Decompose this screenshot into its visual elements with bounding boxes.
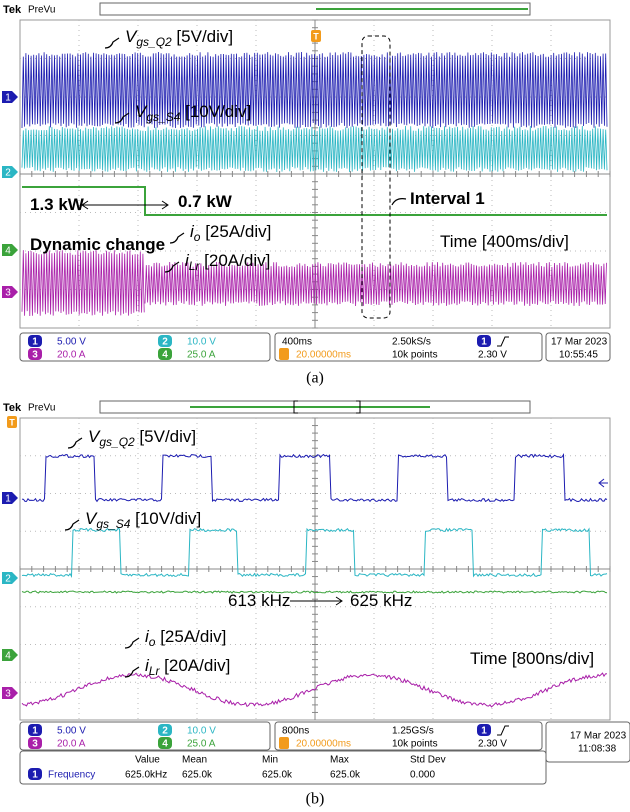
channel-marker-label: 2: [5, 574, 11, 585]
channel-scale: 10.0 V: [187, 726, 216, 737]
annotation-symbol: Dynamic change: [30, 235, 165, 254]
channel-number: 4: [162, 739, 168, 750]
annotation-suffix: [20A/div]: [199, 251, 270, 270]
annotation-suffix: [10V/div]: [180, 102, 251, 121]
caption: (b): [306, 791, 325, 808]
annotation-symbol: 625 kHz: [350, 591, 412, 610]
channel-number: 1: [481, 726, 487, 737]
annotation-symbol: 1.3 kW: [30, 195, 85, 214]
channel-scale: 25.0 A: [187, 350, 216, 361]
annotation-symbol: Time [400ms/div]: [440, 232, 569, 251]
measurement-header: Max: [330, 755, 349, 766]
channel-number: 1: [481, 337, 487, 348]
trigger-level: 2.30 V: [478, 739, 507, 750]
annotation: 625 kHz: [350, 591, 412, 610]
channel-scale: 5.00 V: [57, 726, 86, 737]
mode: PreVu: [28, 5, 55, 16]
annotation-symbol: 613 kHz: [228, 591, 290, 610]
time: 10:55:45: [559, 350, 598, 361]
record-length: 10k points: [392, 350, 438, 361]
brand: Tek: [3, 4, 22, 16]
status-box: [546, 722, 630, 762]
annotation: 613 kHz: [228, 591, 290, 610]
measurement-value: 0.000: [410, 770, 435, 781]
measurement-header: Min: [262, 755, 278, 766]
page: { "panel_a": { "header": {"brand": "Tek"…: [0, 0, 630, 812]
measurement-name: Frequency: [48, 770, 95, 781]
figure: TekPreVu1243TVgs_Q2 [5V/div]Vgs_S4 [10V/…: [0, 0, 630, 812]
panel-b: TekPreVuT1243Vgs_Q2 [5V/div]Vgs_S4 [10V/…: [2, 401, 630, 808]
annotation-subscript: gs_Q2: [99, 435, 135, 449]
annotation: 1.3 kW: [30, 195, 85, 214]
channel-number: 3: [32, 739, 38, 750]
annotation-symbol: Interval 1: [410, 189, 485, 208]
annotation: Dynamic change: [30, 235, 165, 254]
annotation-suffix: [25A/div]: [200, 222, 271, 241]
channel-marker-label: 2: [5, 168, 11, 179]
annotation: io [25A/div]: [190, 222, 271, 244]
annotation-suffix: [5V/div]: [135, 427, 196, 446]
channel-scale: 20.0 A: [57, 739, 86, 750]
mode: PreVu: [28, 403, 55, 414]
annotation-suffix: [10V/div]: [130, 509, 201, 528]
channel-number: 3: [32, 350, 38, 361]
channel-scale: 25.0 A: [187, 739, 216, 750]
annotation: Time [400ms/div]: [440, 232, 569, 251]
annotation-subscript: gs_S4: [146, 110, 180, 124]
channel-marker-label: 1: [5, 494, 11, 505]
annotation: io [25A/div]: [145, 627, 226, 649]
channel-scale: 20.0 A: [57, 350, 86, 361]
annotation-subscript: gs_S4: [96, 517, 130, 531]
channel-marker-label: 3: [5, 689, 11, 700]
trigger-level: 2.30 V: [478, 350, 507, 361]
measurement-header: Std Dev: [410, 755, 446, 766]
annotation: Interval 1: [410, 189, 485, 208]
date: 17 Mar 2023: [551, 337, 608, 348]
annotation-symbol: 0.7 kW: [178, 192, 233, 211]
trigger-marker: T: [9, 417, 15, 427]
date: 17 Mar 2023: [570, 731, 627, 742]
timebase: 800ns: [282, 726, 309, 737]
channel-number: 1: [32, 726, 38, 737]
timebase: 400ms: [282, 337, 312, 348]
trigger-marker: T: [313, 31, 319, 41]
sample-rate: 1.25GS/s: [392, 726, 434, 737]
time: 11:08:38: [578, 744, 617, 755]
trigger-position: 20.00000ms: [296, 739, 351, 750]
caption: (a): [306, 370, 324, 387]
channel-marker-label: 4: [5, 246, 11, 257]
annotation: 0.7 kW: [178, 192, 233, 211]
measurement-value: 625.0k: [330, 770, 361, 781]
measurement-value: 625.0k: [262, 770, 293, 781]
channel-scale: 5.00 V: [57, 337, 86, 348]
annotation: Time [800ns/div]: [470, 649, 594, 668]
channel-number: 4: [162, 350, 168, 361]
brand: Tek: [3, 402, 22, 414]
channel-number: 1: [32, 337, 38, 348]
channel-scale: 10.0 V: [187, 337, 216, 348]
measurement-header: Value: [135, 755, 160, 766]
channel-number: 2: [162, 726, 168, 737]
channel-marker-label: 4: [5, 651, 11, 662]
annotation-suffix: [20A/div]: [159, 656, 230, 675]
channel-marker-label: 1: [5, 93, 11, 104]
measurement-value: 625.0kHz: [125, 770, 167, 781]
channel-number: 2: [162, 337, 168, 348]
channel-number: 1: [32, 770, 38, 781]
record-length: 10k points: [392, 739, 438, 750]
annotation-suffix: [5V/div]: [172, 27, 233, 46]
annotation-suffix: [25A/div]: [155, 627, 226, 646]
measurement-value: 625.0k: [182, 770, 213, 781]
annotation-subscript: gs_Q2: [136, 35, 172, 49]
measurement-header: Mean: [182, 755, 207, 766]
sample-rate: 2.50kS/s: [392, 337, 431, 348]
channel-marker-label: 3: [5, 288, 11, 299]
annotation-symbol: Time [800ns/div]: [470, 649, 594, 668]
trigger-icon: [279, 737, 289, 749]
trigger-position: 20.00000ms: [296, 350, 351, 361]
trigger-icon: [279, 348, 289, 360]
